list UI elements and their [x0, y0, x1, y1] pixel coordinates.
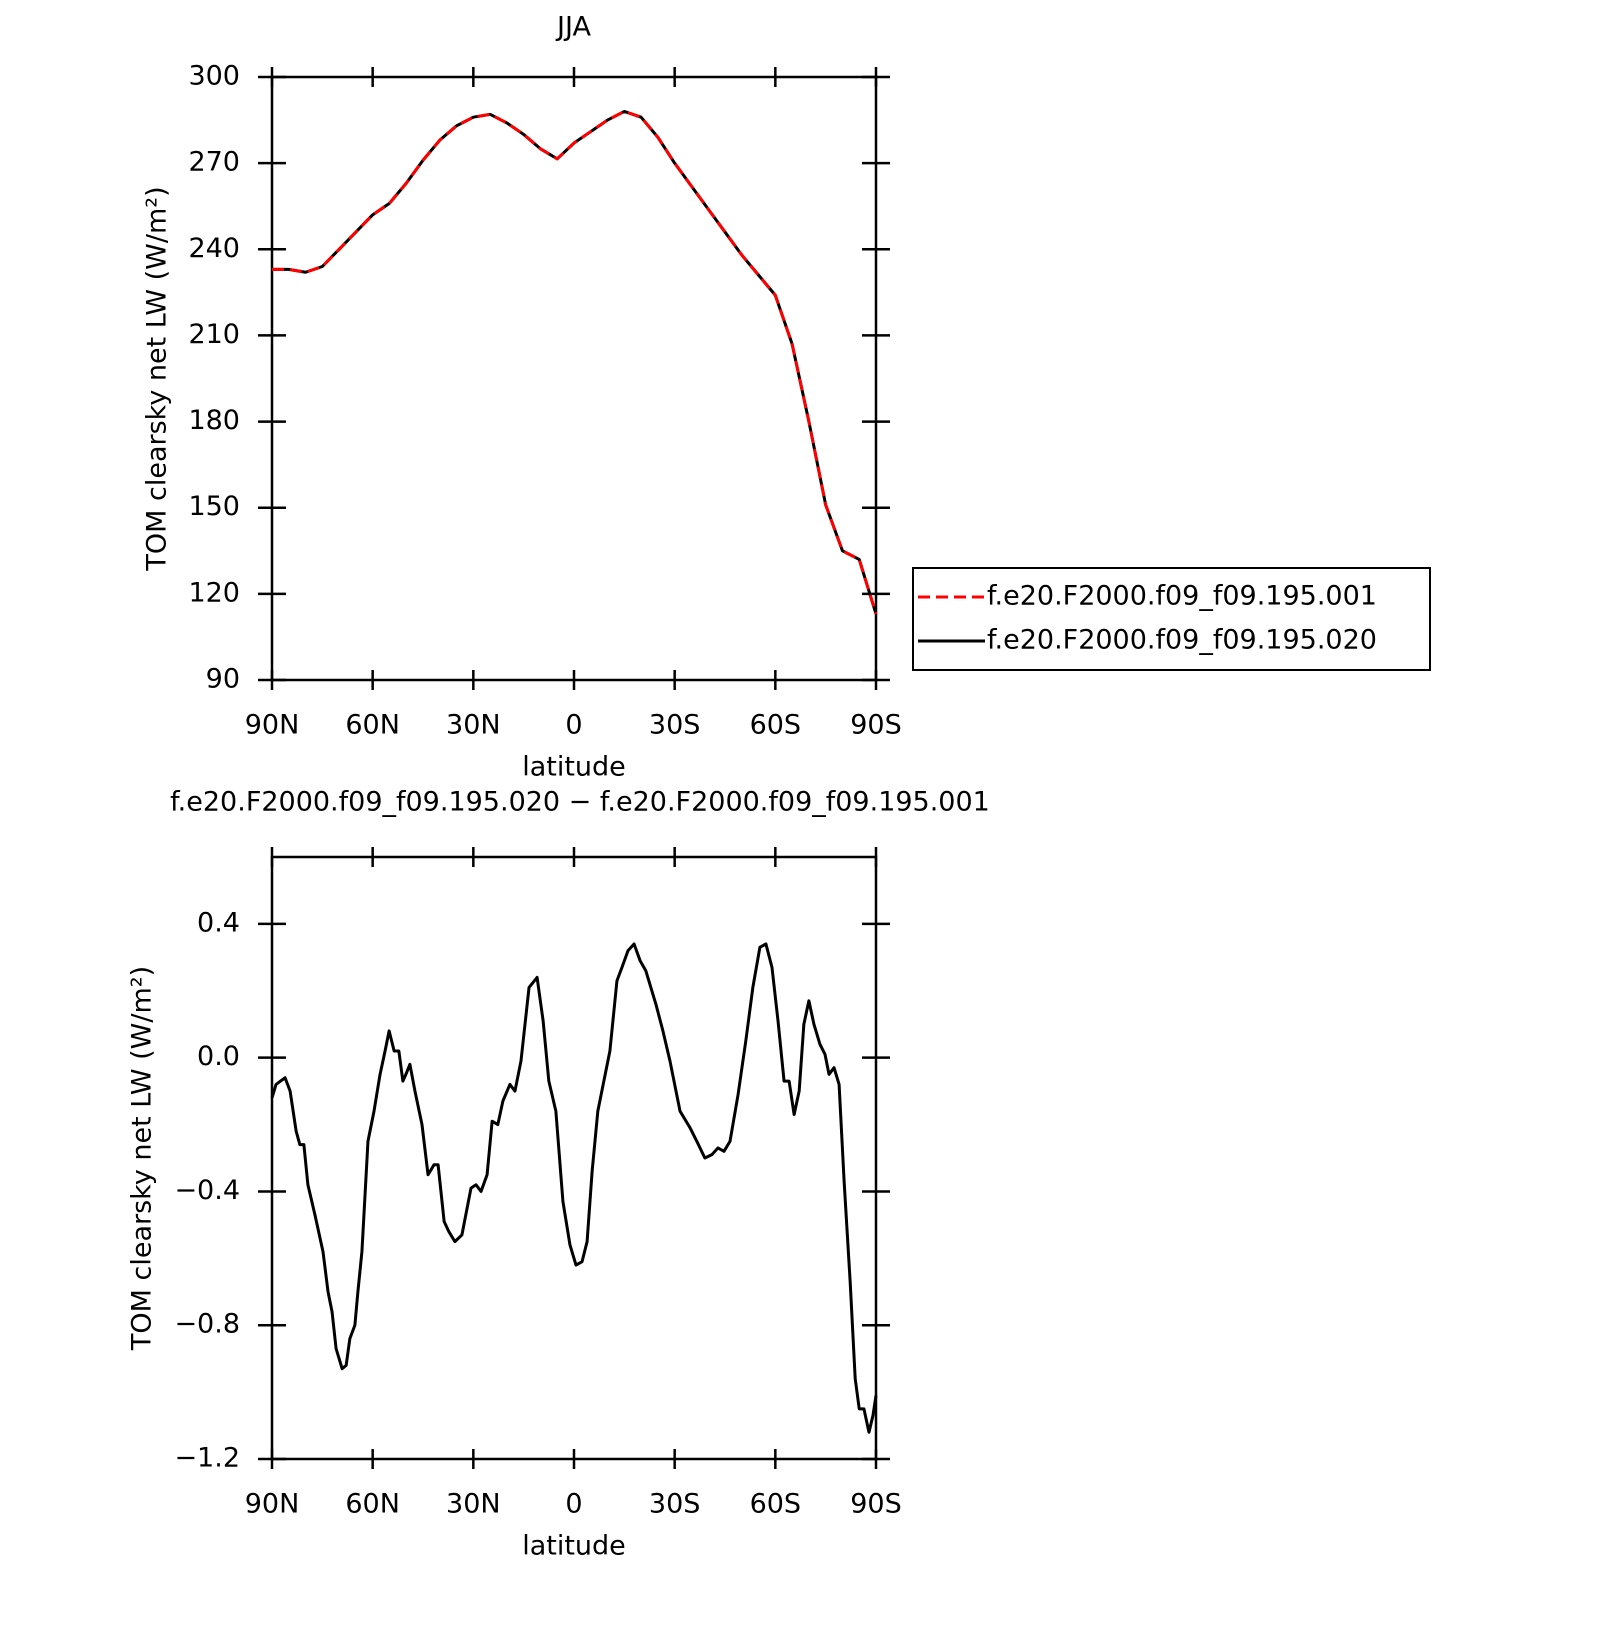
plot-frame [270, 855, 878, 1461]
x-axis-label: latitude [522, 1531, 626, 1562]
y-tick-label: 0.4 [197, 907, 240, 938]
x-tick-label: 30S [649, 1489, 701, 1520]
y-axis-label: TOM clearsky net LW (W/m²) [142, 186, 173, 571]
y-tick-label: 270 [188, 147, 240, 178]
y-tick-label: −1.2 [174, 1443, 240, 1474]
y-tick-label: 300 [188, 61, 240, 92]
x-tick-label: 30N [446, 1489, 501, 1520]
x-tick-label: 0 [565, 710, 582, 741]
x-tick-label: 30N [446, 710, 501, 741]
x-tick-label: 90N [245, 710, 300, 741]
x-tick-label: 90S [850, 1489, 902, 1520]
y-tick-label: 240 [188, 233, 240, 264]
x-tick-label: 30S [649, 710, 701, 741]
x-tick-label: 90S [850, 710, 902, 741]
y-tick-label: −0.8 [174, 1309, 240, 1340]
x-tick-label: 60N [345, 1489, 400, 1520]
y-tick-label: 150 [188, 491, 240, 522]
data-line [272, 109, 878, 615]
x-tick-label: 0 [565, 1489, 582, 1520]
data-line [272, 109, 878, 615]
y-axis-label: TOM clearsky net LW (W/m²) [127, 966, 158, 1351]
y-tick-label: 0.0 [197, 1041, 240, 1072]
x-tick-label: 90N [245, 1489, 300, 1520]
data-line [270, 942, 878, 1434]
y-tick-label: 210 [188, 319, 240, 350]
chart-title: JJA [555, 12, 591, 43]
x-tick-label: 60N [345, 710, 400, 741]
legend-label: f.e20.F2000.f09_f09.195.001 [987, 581, 1377, 612]
legend-label: f.e20.F2000.f09_f09.195.020 [987, 625, 1377, 656]
y-tick-label: 180 [188, 405, 240, 436]
x-tick-label: 60S [750, 1489, 802, 1520]
chart-title: f.e20.F2000.f09_f09.195.020 − f.e20.F200… [170, 787, 990, 818]
y-tick-label: 120 [188, 577, 240, 608]
x-axis-label: latitude [522, 752, 626, 783]
y-tick-label: −0.4 [174, 1175, 240, 1206]
legend-box [912, 567, 1431, 671]
plot-frame [270, 75, 878, 682]
x-tick-label: 60S [750, 710, 802, 741]
y-tick-label: 90 [206, 664, 240, 695]
